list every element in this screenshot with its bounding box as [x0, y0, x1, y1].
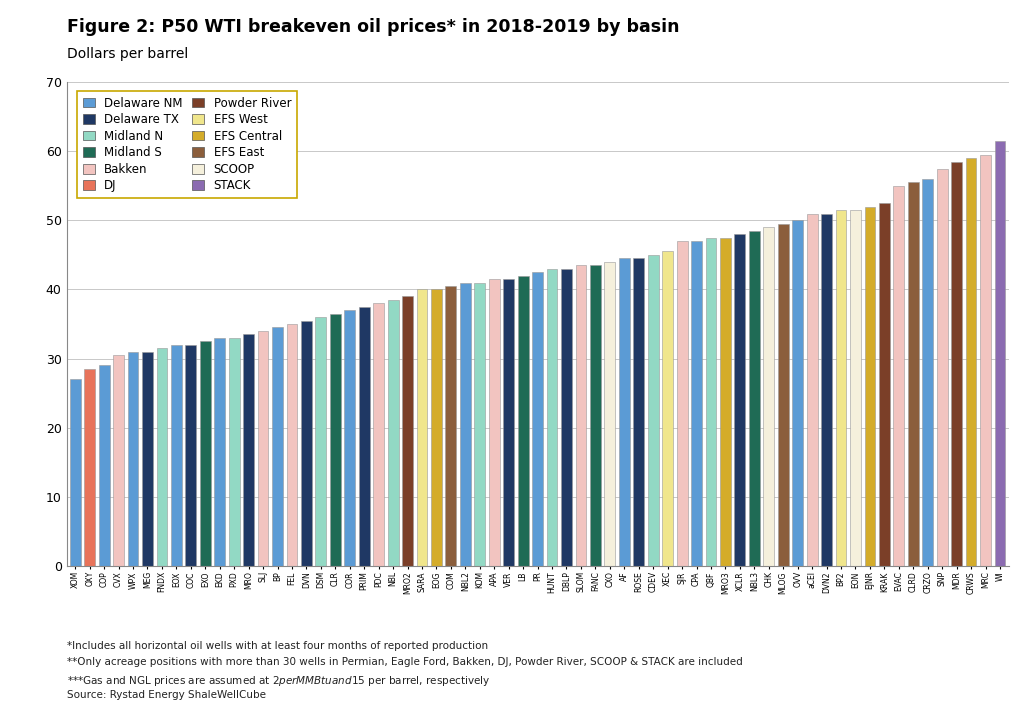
Bar — [431, 289, 442, 566]
Bar — [893, 186, 904, 566]
Bar — [315, 317, 327, 566]
Bar — [358, 306, 370, 566]
Bar — [706, 238, 717, 566]
Text: Figure 2: P50 WTI breakeven oil prices* in 2018-2019 by basin: Figure 2: P50 WTI breakeven oil prices* … — [67, 18, 679, 36]
Bar — [749, 231, 760, 566]
Bar — [575, 266, 587, 566]
Bar — [200, 342, 211, 566]
Bar — [128, 352, 138, 566]
Bar — [272, 327, 283, 566]
Bar — [923, 179, 933, 566]
Bar — [604, 262, 615, 566]
Bar — [98, 365, 110, 566]
Bar — [503, 279, 514, 566]
Text: **Only acreage positions with more than 30 wells in Permian, Eagle Ford, Bakken,: **Only acreage positions with more than … — [67, 657, 742, 667]
Bar — [84, 369, 95, 566]
Bar — [417, 289, 427, 566]
Bar — [908, 183, 919, 566]
Bar — [793, 221, 803, 566]
Bar — [474, 283, 485, 566]
Bar — [778, 224, 788, 566]
Bar — [850, 210, 861, 566]
Bar — [763, 228, 774, 566]
Bar — [994, 141, 1006, 566]
Bar — [951, 162, 962, 566]
Text: Dollars per barrel: Dollars per barrel — [67, 47, 187, 61]
Bar — [864, 207, 876, 566]
Bar — [70, 379, 81, 566]
Bar — [547, 268, 557, 566]
Bar — [258, 331, 268, 566]
Bar — [114, 355, 124, 566]
Bar — [532, 272, 543, 566]
Bar — [287, 324, 297, 566]
Bar — [373, 304, 384, 566]
Bar — [720, 238, 731, 566]
Bar — [879, 203, 890, 566]
Bar — [821, 213, 831, 566]
Bar — [966, 158, 977, 566]
Bar — [460, 283, 471, 566]
Bar — [402, 296, 413, 566]
Bar — [648, 255, 658, 566]
Bar — [171, 344, 182, 566]
Bar — [388, 300, 398, 566]
Bar — [185, 344, 197, 566]
Bar — [561, 268, 572, 566]
Bar — [488, 279, 500, 566]
Bar — [445, 286, 457, 566]
Legend: Delaware NM, Delaware TX, Midland N, Midland S, Bakken, DJ, Powder River, EFS We: Delaware NM, Delaware TX, Midland N, Mid… — [77, 91, 297, 198]
Bar — [244, 334, 254, 566]
Bar — [518, 276, 528, 566]
Bar — [590, 266, 601, 566]
Bar — [214, 338, 225, 566]
Bar — [633, 258, 644, 566]
Text: *Includes all horizontal oil wells with at least four months of reported product: *Includes all horizontal oil wells with … — [67, 641, 487, 651]
Bar — [807, 213, 817, 566]
Bar — [228, 338, 240, 566]
Bar — [330, 314, 341, 566]
Bar — [734, 234, 745, 566]
Text: Source: Rystad Energy ShaleWellCube: Source: Rystad Energy ShaleWellCube — [67, 690, 265, 700]
Bar — [142, 352, 153, 566]
Bar — [663, 251, 673, 566]
Text: ***Gas and NGL prices are assumed at $2 per MMBtu and $15 per barrel, respective: ***Gas and NGL prices are assumed at $2 … — [67, 674, 489, 688]
Bar — [301, 321, 312, 566]
Bar — [618, 258, 630, 566]
Bar — [836, 210, 847, 566]
Bar — [157, 348, 167, 566]
Bar — [677, 241, 687, 566]
Bar — [937, 169, 947, 566]
Bar — [980, 155, 991, 566]
Bar — [691, 241, 702, 566]
Bar — [344, 310, 355, 566]
